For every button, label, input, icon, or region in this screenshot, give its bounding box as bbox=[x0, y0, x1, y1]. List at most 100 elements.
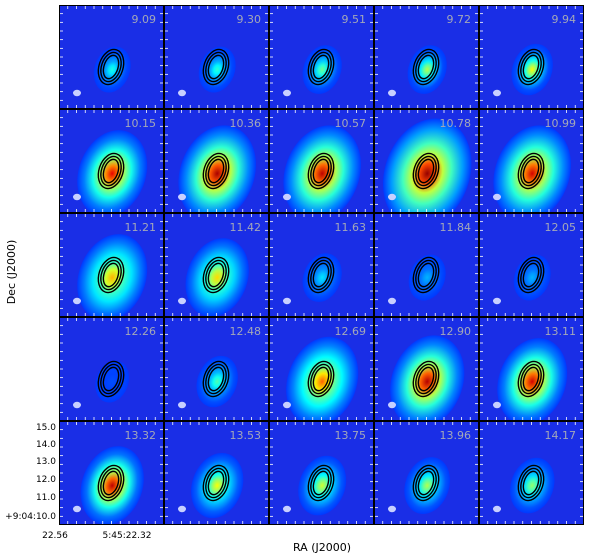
contour-line bbox=[307, 360, 335, 398]
contour-line bbox=[207, 366, 225, 392]
beam-marker bbox=[73, 89, 81, 97]
contour-line bbox=[102, 366, 120, 392]
contour-line bbox=[312, 54, 330, 80]
channel-panel: 13.32 bbox=[59, 421, 164, 525]
y-tick-label: +9:04:10.0 bbox=[5, 512, 56, 522]
velocity-label: 9.94 bbox=[552, 13, 577, 26]
panel-border bbox=[479, 317, 584, 421]
panel-border bbox=[479, 213, 584, 317]
panel-border bbox=[479, 5, 584, 109]
contour-line bbox=[412, 152, 440, 190]
contour-line bbox=[205, 155, 227, 187]
panel-border bbox=[59, 213, 164, 317]
panel-border bbox=[479, 421, 584, 525]
velocity-label: 12.05 bbox=[545, 221, 577, 234]
velocity-label: 10.57 bbox=[335, 117, 367, 130]
contour-line bbox=[207, 158, 225, 184]
contour-line bbox=[415, 51, 437, 83]
velocity-label: 13.75 bbox=[335, 429, 367, 442]
contour-line bbox=[100, 467, 122, 499]
contour-line bbox=[102, 54, 120, 80]
beam-marker bbox=[73, 401, 81, 409]
velocity-label: 10.15 bbox=[125, 117, 157, 130]
y-tick-label: 13.0 bbox=[36, 457, 56, 467]
emission-map bbox=[185, 238, 249, 317]
beam-marker bbox=[283, 505, 291, 513]
emission-map bbox=[191, 453, 244, 519]
contour-line bbox=[102, 158, 120, 184]
channel-panel: 11.21 bbox=[59, 213, 164, 322]
beam-marker bbox=[493, 505, 501, 513]
emission-map bbox=[382, 118, 472, 229]
contour-line bbox=[415, 155, 437, 187]
panel-border bbox=[374, 5, 479, 109]
contour-line bbox=[310, 259, 332, 291]
contour-line bbox=[312, 262, 330, 288]
contour-line bbox=[517, 152, 545, 190]
panel-border bbox=[59, 5, 164, 109]
beam-marker bbox=[388, 505, 396, 513]
panel-border bbox=[374, 109, 479, 213]
channel-panel: 12.69 bbox=[269, 317, 374, 427]
channel-panel: 10.36 bbox=[164, 109, 269, 222]
channel-panel: 9.30 bbox=[164, 5, 269, 109]
emission-map bbox=[493, 125, 571, 222]
beam-marker bbox=[493, 193, 501, 201]
emission-map bbox=[513, 254, 551, 301]
beam-marker bbox=[493, 297, 501, 305]
contour-line bbox=[412, 464, 440, 502]
panel-border bbox=[269, 109, 374, 213]
emission-map bbox=[408, 254, 446, 301]
panel-ticks bbox=[59, 213, 164, 317]
beam-marker bbox=[73, 297, 81, 305]
beam-marker bbox=[388, 89, 396, 97]
channel-panel: 14.17 bbox=[479, 421, 584, 525]
velocity-label: 12.90 bbox=[440, 325, 472, 338]
emission-map bbox=[404, 457, 451, 515]
contour-line bbox=[412, 360, 440, 398]
x-tick-label: 22.56 bbox=[42, 531, 68, 541]
channel-panel: 12.05 bbox=[479, 213, 584, 317]
beam-marker bbox=[283, 297, 291, 305]
emission-map bbox=[93, 46, 131, 93]
beam-marker bbox=[178, 297, 186, 305]
contour-line bbox=[202, 48, 230, 86]
contour-line bbox=[517, 256, 545, 294]
channel-panel: 13.11 bbox=[479, 317, 584, 426]
channel-panel: 13.53 bbox=[164, 421, 269, 525]
contour-line bbox=[207, 54, 225, 80]
velocity-label: 14.17 bbox=[545, 429, 577, 442]
velocity-label: 13.96 bbox=[440, 429, 472, 442]
velocity-label: 12.26 bbox=[125, 325, 157, 338]
contour-line bbox=[412, 48, 440, 86]
contour-line bbox=[520, 363, 542, 395]
beam-marker bbox=[283, 401, 291, 409]
emission-map bbox=[77, 130, 148, 218]
x-tick-label: 5:45:22.32 bbox=[102, 531, 151, 541]
contour-line bbox=[207, 470, 225, 496]
panel-border bbox=[269, 213, 374, 317]
beam-marker bbox=[388, 297, 396, 305]
contour-line bbox=[307, 464, 335, 502]
panel-border bbox=[269, 421, 374, 525]
contour-line bbox=[97, 152, 125, 190]
y-tick-label: 14.0 bbox=[36, 440, 56, 450]
beam-marker bbox=[493, 89, 501, 97]
contour-line bbox=[205, 51, 227, 83]
beam-marker bbox=[73, 193, 81, 201]
velocity-label: 13.11 bbox=[545, 325, 577, 338]
channel-panel: 11.63 bbox=[269, 213, 374, 317]
contour-line bbox=[522, 54, 540, 80]
panel-border bbox=[374, 317, 479, 421]
emission-map bbox=[497, 338, 568, 426]
velocity-label: 9.51 bbox=[342, 13, 367, 26]
y-tick-label: 12.0 bbox=[36, 475, 56, 485]
velocity-label: 11.84 bbox=[440, 221, 472, 234]
contour-line bbox=[415, 363, 437, 395]
channel-panel: 9.09 bbox=[59, 5, 164, 109]
contour-line bbox=[310, 363, 332, 395]
channel-panel: 10.15 bbox=[59, 109, 164, 218]
beam-marker bbox=[178, 505, 186, 513]
contour-line bbox=[517, 48, 545, 86]
contour-line bbox=[102, 470, 120, 496]
